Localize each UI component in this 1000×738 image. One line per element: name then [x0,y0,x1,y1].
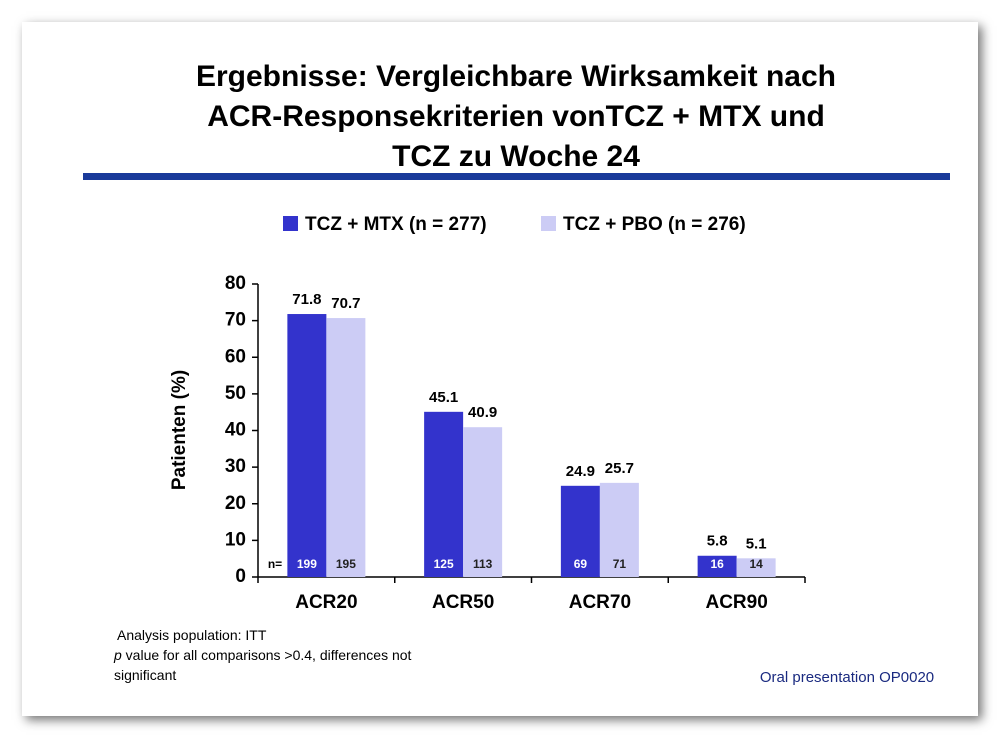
legend-label: TCZ + MTX (n = 277) [305,214,487,235]
n-count: 199 [297,557,317,571]
n-label: n= [268,557,282,571]
chart-title: Ergebnisse: Vergleichbare Wirksamkeit na… [196,60,836,93]
bar [599,482,639,577]
n-count: 125 [434,557,454,571]
y-tick-label: 0 [235,566,246,587]
value-label: 71.8 [292,291,321,308]
note: significant [114,667,177,683]
y-tick-label: 60 [225,346,246,367]
x-tick-label: ACR50 [432,592,494,613]
value-label: 70.7 [331,295,360,312]
chart-title: ACR-Responsekriterien vonTCZ + MTX und [207,100,825,133]
n-count: 69 [574,557,588,571]
x-tick-label: ACR70 [569,592,631,613]
value-label: 45.1 [429,389,458,406]
bar [424,411,464,577]
y-tick-label: 30 [225,456,246,477]
legend-swatch [541,216,556,231]
y-tick-label: 50 [225,383,246,404]
y-axis-label: Patienten (%) [169,370,190,490]
note: Analysis population: ITT [117,627,267,643]
n-count: 16 [710,557,724,571]
bar [560,485,600,577]
bar [736,558,776,577]
title-rule [83,173,950,180]
n-count: 71 [613,557,627,571]
x-tick-label: ACR20 [295,592,357,613]
slide [22,22,978,716]
value-label: 40.9 [468,404,497,421]
bar [326,318,366,577]
y-tick-label: 40 [225,420,246,441]
n-count: 113 [473,557,493,571]
x-tick-label: ACR90 [705,592,767,613]
y-tick-label: 20 [225,493,246,514]
y-tick-label: 70 [225,310,246,331]
y-tick-label: 10 [225,529,246,550]
legend-label: TCZ + PBO (n = 276) [563,214,746,235]
value-label: 5.1 [746,535,767,552]
note: p value for all comparisons >0.4, differ… [114,647,412,663]
source: Oral presentation OP0020 [760,669,934,686]
chart-title: TCZ zu Woche 24 [392,140,640,173]
bar [697,555,737,577]
n-count: 195 [336,557,356,571]
value-label: 5.8 [707,533,728,550]
bar [287,314,327,577]
y-tick-label: 80 [225,273,246,294]
n-count: 14 [749,557,763,571]
bar [463,427,503,577]
value-label: 25.7 [605,460,634,477]
value-label: 24.9 [566,463,595,480]
legend-swatch [283,216,298,231]
